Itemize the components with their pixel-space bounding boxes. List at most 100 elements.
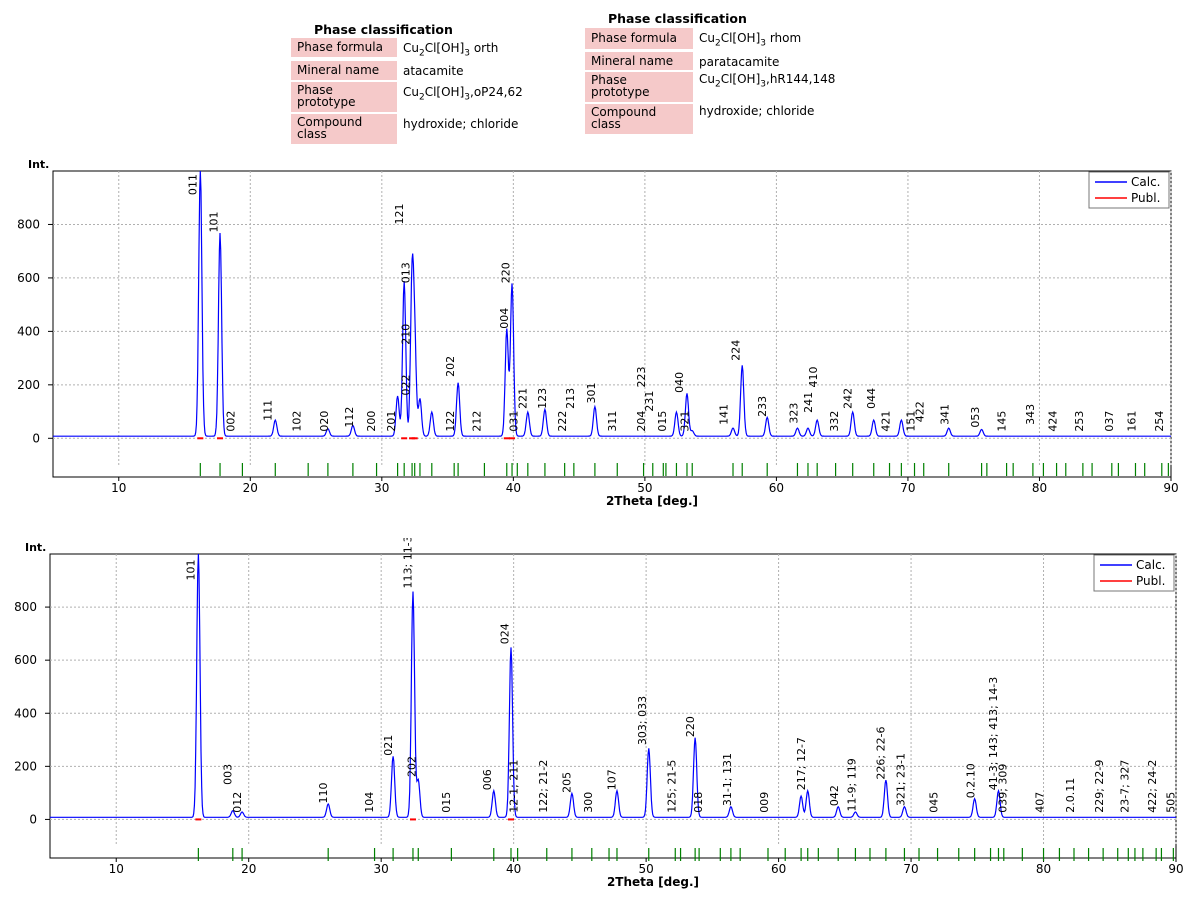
legend-box	[1093, 554, 1175, 592]
peak-label: 200	[365, 411, 378, 432]
plot-frame	[49, 553, 1177, 859]
y-tick-label: 600	[17, 271, 40, 285]
peak-label: 101	[207, 211, 220, 232]
peak-label: 053	[969, 407, 982, 428]
peak-label: 31-1; 131	[721, 753, 734, 806]
y-axis-label: Int.	[28, 158, 49, 171]
phase-formula-label: Phase formula	[585, 28, 693, 49]
y-tick-label: 400	[14, 706, 37, 720]
phase-prototype-value: Cu2Cl[OH]3,hR144,148	[699, 72, 836, 90]
peak-label: 311	[606, 411, 619, 432]
x-tick-label: 80	[1032, 481, 1047, 495]
peak-label: 303; 033	[636, 696, 649, 745]
x-axis-label: 2Theta [deg.]	[607, 875, 699, 889]
peak-label: 321; 23-1	[894, 753, 907, 806]
peak-label: 013	[399, 262, 412, 283]
peak-label: 242	[841, 388, 854, 409]
mineral-name-label: Mineral name	[291, 61, 397, 80]
peak-label: 018	[692, 792, 705, 813]
x-tick-label: 90	[1168, 862, 1183, 876]
peak-label: 343	[1024, 404, 1037, 425]
phase-prototype-label: Phase prototype	[291, 82, 397, 112]
x-tick-label: 30	[374, 862, 389, 876]
x-tick-label: 50	[638, 862, 653, 876]
peak-label: 12-1; 211	[508, 760, 521, 813]
peak-label: 226; 22-6	[875, 726, 888, 779]
peak-label: 024	[498, 623, 511, 644]
peak-label: 045	[928, 792, 941, 813]
peak-label: 241	[802, 392, 815, 413]
peak-label: 107	[606, 769, 619, 790]
x-tick-label: 30	[374, 481, 389, 495]
peak-label: 112	[343, 407, 356, 428]
peak-label: 015	[656, 411, 669, 432]
compound-class-label: Compound class	[585, 104, 693, 134]
x-tick-label: 70	[903, 862, 918, 876]
phase-title: Phase classification	[314, 22, 453, 37]
peak-label: 039; 309	[996, 764, 1009, 813]
peak-label: 421	[880, 411, 893, 432]
y-axis-label: Int.	[25, 541, 46, 554]
y-tick-label: 600	[14, 653, 37, 667]
x-tick-label: 10	[109, 862, 124, 876]
peak-label: 224	[730, 340, 743, 361]
x-tick-label: 60	[771, 862, 786, 876]
peak-label: 101	[184, 560, 197, 581]
peak-label: 23-7; 327	[1118, 760, 1131, 813]
peak-label: 009	[758, 792, 771, 813]
peak-label: 006	[481, 769, 494, 790]
peak-label: 104	[363, 792, 376, 813]
peak-label: 229; 22-9	[1093, 760, 1106, 813]
peak-label: 233	[756, 396, 769, 417]
peak-label: 042	[828, 785, 841, 806]
legend-label: Publ.	[1131, 191, 1160, 205]
peak-label: 422; 24-2	[1146, 760, 1159, 813]
peak-label: 122; 21-2	[537, 760, 550, 813]
compound-class-value: hydroxide; chloride	[403, 117, 519, 131]
peak-label: 217; 12-7	[795, 737, 808, 790]
x-tick-label: 40	[506, 862, 521, 876]
legend-label: Calc.	[1136, 558, 1165, 572]
peak-label: 011	[186, 174, 199, 195]
calc-series-line	[53, 170, 1171, 437]
peak-label: 022	[399, 375, 412, 396]
legend-box	[1088, 171, 1170, 209]
peak-label: 332	[828, 411, 841, 432]
peak-label: 407	[1034, 792, 1047, 813]
peak-label: 122	[444, 411, 457, 432]
phase-title: Phase classification	[608, 11, 747, 26]
peak-label: 301	[585, 383, 598, 404]
peak-label: 044	[865, 388, 878, 409]
peak-label: 002	[225, 411, 238, 432]
peak-label: 151	[905, 411, 918, 432]
peak-label: 020	[318, 411, 331, 432]
x-tick-label: 40	[506, 481, 521, 495]
peak-label: 161	[1125, 411, 1138, 432]
peak-label: 253	[1073, 411, 1086, 432]
x-tick-label: 50	[637, 481, 652, 495]
peak-label: 003	[221, 764, 234, 785]
x-tick-label: 20	[241, 862, 256, 876]
legend-label: Publ.	[1136, 574, 1165, 588]
peak-label: 202	[406, 756, 419, 777]
peak-label: 0.2.10	[965, 763, 978, 798]
peak-label: 123	[536, 388, 549, 409]
peak-label: 300	[582, 792, 595, 813]
peak-label: 205	[561, 772, 574, 793]
peak-label: 41-3; 143; 413; 14-3	[987, 677, 1000, 791]
peak-label: 222	[556, 411, 569, 432]
peak-label: 213	[564, 388, 577, 409]
peak-label: 424	[1047, 411, 1060, 432]
peak-label: 2.0.11	[1064, 778, 1077, 813]
peak-label: 015	[440, 792, 453, 813]
x-tick-label: 90	[1163, 481, 1178, 495]
peak-label: 220	[499, 262, 512, 283]
peak-label: 212	[470, 411, 483, 432]
y-tick-label: 0	[29, 812, 37, 826]
calc-series-line	[50, 553, 1176, 818]
peak-label: 037	[1103, 411, 1116, 432]
peak-label: 040	[673, 372, 686, 393]
peak-label: 323	[787, 403, 800, 424]
mineral-name-value: paratacamite	[699, 55, 780, 69]
